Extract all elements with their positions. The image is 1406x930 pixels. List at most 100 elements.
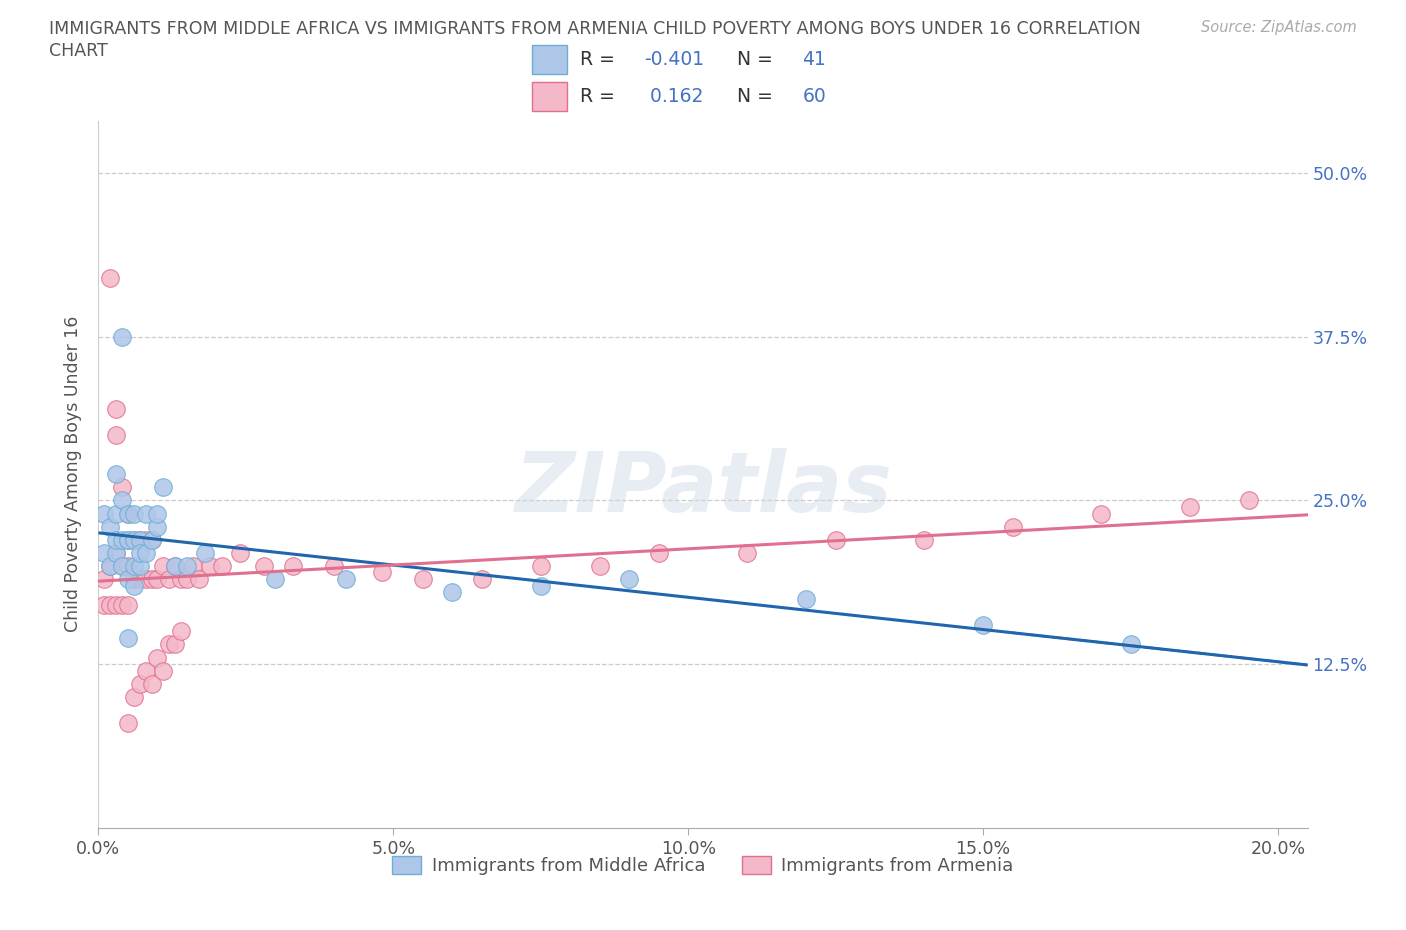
Point: [105, 545, 128, 560]
Point: [117, 532, 139, 547]
Point: [122, 506, 145, 521]
Point: [152, 559, 174, 574]
Text: 0.162: 0.162: [644, 86, 703, 106]
Point: [117, 506, 139, 521]
Point: [176, 559, 198, 574]
Point: [105, 506, 128, 521]
Point: [181, 559, 204, 574]
Point: [111, 559, 134, 574]
Point: [117, 532, 139, 547]
Point: [93, 506, 115, 521]
Point: [111, 559, 134, 574]
Point: [98, 271, 121, 286]
Point: [122, 578, 145, 593]
Point: [323, 559, 346, 574]
Point: [117, 715, 139, 730]
FancyBboxPatch shape: [531, 45, 567, 73]
Text: R =: R =: [581, 49, 621, 69]
Text: -0.401: -0.401: [644, 49, 704, 69]
Point: [111, 493, 134, 508]
Point: [128, 545, 150, 560]
Point: [157, 572, 180, 587]
Point: [1119, 637, 1142, 652]
Point: [157, 637, 180, 652]
Point: [619, 572, 641, 587]
Point: [93, 572, 115, 587]
Point: [135, 506, 157, 521]
Point: [824, 532, 846, 547]
Point: [648, 545, 671, 560]
Point: [135, 545, 157, 560]
Point: [98, 598, 121, 613]
Point: [1090, 506, 1112, 521]
Point: [141, 532, 163, 547]
Point: [117, 572, 139, 587]
Point: [128, 559, 150, 574]
Point: [200, 559, 222, 574]
Point: [141, 532, 163, 547]
Point: [117, 559, 139, 574]
Point: [972, 618, 994, 632]
Text: N =: N =: [737, 49, 779, 69]
Point: [165, 559, 187, 574]
Point: [98, 559, 121, 574]
Point: [122, 532, 145, 547]
Legend: Immigrants from Middle Africa, Immigrants from Armenia: Immigrants from Middle Africa, Immigrant…: [385, 849, 1021, 883]
Point: [165, 637, 187, 652]
FancyBboxPatch shape: [531, 82, 567, 111]
Point: [98, 519, 121, 534]
Point: [281, 559, 304, 574]
Point: [170, 624, 193, 639]
Text: ZIPatlas: ZIPatlas: [515, 448, 891, 529]
Point: [105, 532, 128, 547]
Point: [229, 545, 252, 560]
Point: [111, 598, 134, 613]
Point: [530, 559, 553, 574]
Point: [589, 559, 612, 574]
Point: [111, 480, 134, 495]
Point: [122, 559, 145, 574]
Point: [370, 565, 392, 580]
Point: [128, 532, 150, 547]
Text: CHART: CHART: [49, 42, 108, 60]
Point: [111, 329, 134, 344]
Point: [135, 572, 157, 587]
Text: Source: ZipAtlas.com: Source: ZipAtlas.com: [1201, 20, 1357, 35]
Point: [128, 532, 150, 547]
Point: [141, 676, 163, 691]
Text: IMMIGRANTS FROM MIDDLE AFRICA VS IMMIGRANTS FROM ARMENIA CHILD POVERTY AMONG BOY: IMMIGRANTS FROM MIDDLE AFRICA VS IMMIGRA…: [49, 20, 1142, 38]
Point: [105, 402, 128, 417]
Point: [187, 572, 209, 587]
Text: 60: 60: [803, 86, 827, 106]
Point: [105, 545, 128, 560]
Point: [441, 585, 464, 600]
Point: [146, 572, 169, 587]
Point: [152, 663, 174, 678]
Point: [252, 559, 274, 574]
Point: [170, 572, 193, 587]
Point: [1237, 493, 1260, 508]
Point: [1178, 499, 1201, 514]
Point: [211, 559, 233, 574]
Point: [152, 480, 174, 495]
Point: [93, 598, 115, 613]
Point: [117, 631, 139, 645]
Point: [794, 591, 817, 606]
Point: [128, 676, 150, 691]
Point: [128, 572, 150, 587]
Point: [135, 532, 157, 547]
Point: [141, 572, 163, 587]
Point: [98, 559, 121, 574]
Point: [146, 519, 169, 534]
Point: [117, 506, 139, 521]
Text: N =: N =: [737, 86, 779, 106]
Point: [912, 532, 935, 547]
Point: [530, 578, 553, 593]
Y-axis label: Child Poverty Among Boys Under 16: Child Poverty Among Boys Under 16: [65, 316, 83, 632]
Point: [93, 545, 115, 560]
Point: [264, 572, 287, 587]
Point: [105, 598, 128, 613]
Point: [146, 650, 169, 665]
Point: [1001, 519, 1024, 534]
Point: [735, 545, 758, 560]
